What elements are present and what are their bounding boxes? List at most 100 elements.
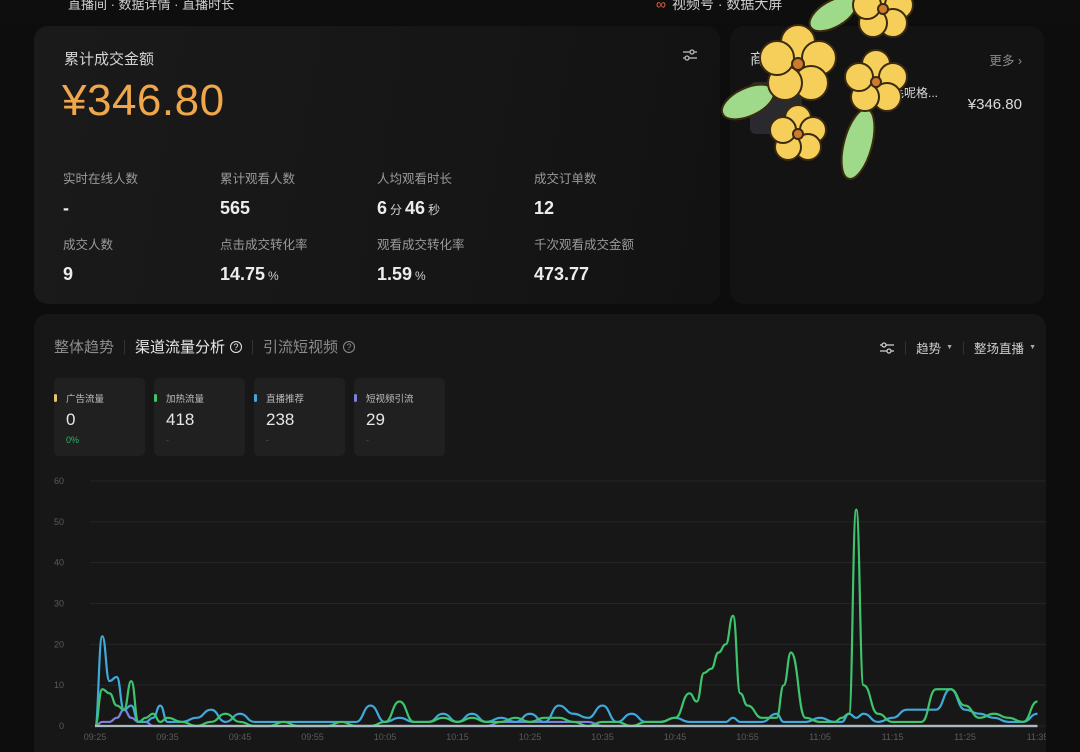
x-tick-label: 11:15 bbox=[882, 732, 904, 742]
metric-value: 1.59% bbox=[377, 264, 527, 285]
metric-label: 千次观看成交金额 bbox=[534, 238, 635, 252]
tab-divider bbox=[124, 339, 126, 354]
metric-value: 14.75% bbox=[220, 264, 370, 285]
chip-ad-traffic[interactable]: 广告流量 0 0% bbox=[54, 378, 145, 456]
chip-sub: - bbox=[266, 435, 269, 445]
metric-buyers: 成交人数 9 bbox=[63, 234, 213, 285]
x-tick-label: 09:55 bbox=[301, 732, 324, 742]
metric-gpm: 千次观看成交金额 473.77 bbox=[534, 234, 684, 285]
metric-value: 9 bbox=[63, 264, 74, 284]
metric-label: 人均观看时长 bbox=[377, 172, 453, 186]
metric-value: - bbox=[63, 198, 69, 218]
legend-swatch bbox=[154, 394, 157, 402]
tab-label: 渠道流量分析 bbox=[135, 339, 226, 356]
tab-channel-traffic[interactable]: 渠道流量分析? bbox=[135, 336, 243, 357]
x-tick-label: 10:15 bbox=[446, 732, 469, 742]
chart-controls: 趋势 ▼ 整场直播 ▼ bbox=[879, 338, 1048, 357]
chip-value: 238 bbox=[266, 410, 295, 429]
tab-short-video[interactable]: 引流短视频? bbox=[263, 336, 356, 357]
legend-swatch bbox=[254, 394, 257, 402]
product-name[interactable]: …毛呢格... bbox=[880, 86, 939, 100]
y-tick-label: 60 bbox=[54, 476, 64, 486]
y-tick-label: 40 bbox=[54, 558, 64, 568]
trend-tabs: 整体趋势 渠道流量分析? 引流短视频? bbox=[54, 336, 356, 357]
chip-boost-traffic[interactable]: 加热流量 418 - bbox=[154, 378, 245, 456]
chip-sub: - bbox=[166, 435, 169, 445]
chip-value: 29 bbox=[366, 410, 385, 429]
metric-value: 473.77 bbox=[534, 264, 590, 284]
x-tick-label: 10:35 bbox=[591, 732, 614, 742]
y-tick-label: 30 bbox=[54, 599, 64, 609]
help-icon[interactable]: ? bbox=[343, 340, 356, 353]
channel-chips: 广告流量 0 0% 加热流量 418 - 直播推荐 238 - 短视频引流 29… bbox=[54, 378, 445, 456]
caret-down-icon: ▼ bbox=[946, 344, 954, 351]
metric-label: 成交订单数 bbox=[534, 172, 597, 186]
mode-dropdown[interactable]: 趋势 ▼ bbox=[916, 338, 953, 357]
channels-logo-icon: ∞ bbox=[656, 0, 666, 12]
series-line[interactable] bbox=[93, 635, 1038, 728]
y-tick-label: 20 bbox=[54, 639, 64, 649]
x-tick-label: 10:05 bbox=[374, 732, 397, 742]
help-icon[interactable]: ? bbox=[230, 340, 243, 353]
product-price: ¥346.80 bbox=[967, 96, 1022, 113]
chip-value: 418 bbox=[166, 410, 195, 429]
unit: % bbox=[415, 269, 426, 283]
legend-swatch bbox=[54, 394, 57, 402]
total-gmv-value: ¥346.80 bbox=[62, 76, 225, 125]
metric-online-now: 实时在线人数 - bbox=[63, 168, 213, 219]
x-tick-label: 10:25 bbox=[519, 732, 542, 742]
metric-orders: 成交订单数 12 bbox=[534, 168, 684, 219]
x-tick-label: 11:25 bbox=[954, 732, 976, 742]
minutes-unit: 分 bbox=[390, 203, 403, 217]
product-ranking-title: 商品排行榜 bbox=[750, 51, 826, 68]
value: 14.75 bbox=[220, 264, 266, 284]
chip-value: 0 bbox=[66, 410, 76, 429]
y-tick-label: 10 bbox=[54, 680, 64, 690]
product-thumbnail[interactable] bbox=[750, 82, 802, 134]
metric-label: 成交人数 bbox=[63, 238, 114, 252]
y-tick-label: 0 bbox=[59, 721, 64, 731]
chip-short-video[interactable]: 短视频引流 29 - bbox=[354, 378, 445, 456]
trend-card: 整体趋势 渠道流量分析? 引流短视频? 趋势 ▼ 整场直播 ▼ 广告流量 0 0% … bbox=[34, 314, 1046, 752]
product-ranking-card: 商品排行榜 更多 › …毛呢格... ¥346.80 bbox=[730, 26, 1044, 304]
total-gmv-label: 累计成交金额 bbox=[64, 51, 155, 68]
chip-label: 加热流量 bbox=[166, 394, 205, 405]
tab-divider bbox=[252, 339, 254, 354]
chip-live-recommend[interactable]: 直播推荐 238 - bbox=[254, 378, 345, 456]
metric-value: 6 分 46 秒 bbox=[377, 198, 527, 219]
channel-traffic-line-chart[interactable]: 0 10 20 30 40 50 60 09:25 09:35 09:45 09:55 10:05 10… bbox=[34, 464, 1046, 752]
range-dropdown[interactable]: 整场直播 ▼ bbox=[974, 338, 1036, 357]
tab-overall-trend[interactable]: 整体趋势 bbox=[54, 336, 114, 357]
brand-title: ∞ 视频号 · 数据大屏 bbox=[656, 0, 782, 14]
sliders-icon[interactable] bbox=[682, 48, 698, 62]
minutes-value: 6 bbox=[377, 198, 388, 218]
summary-card: 累计成交金额 ¥346.80 实时在线人数 - 累计观看人数 565 人均观看时… bbox=[34, 26, 720, 304]
mode-label: 趋势 bbox=[916, 342, 942, 356]
tab-label: 引流短视频 bbox=[263, 339, 339, 356]
chip-label: 短视频引流 bbox=[366, 394, 414, 405]
chip-label: 广告流量 bbox=[66, 394, 105, 405]
metric-label: 观看成交转化率 bbox=[377, 238, 465, 252]
chip-sub: - bbox=[366, 435, 369, 445]
x-tick-label: 11:05 bbox=[809, 732, 831, 742]
metric-avg-watch-time: 人均观看时长 6 分 46 秒 bbox=[377, 168, 527, 219]
range-label: 整场直播 bbox=[974, 342, 1025, 356]
metric-value: 565 bbox=[220, 198, 251, 218]
metric-view-conversion: 观看成交转化率 1.59% bbox=[377, 234, 527, 285]
series-line[interactable] bbox=[93, 508, 1038, 728]
y-tick-label: 50 bbox=[54, 517, 64, 527]
metric-click-conversion: 点击成交转化率 14.75% bbox=[220, 234, 370, 285]
x-tick-label: 09:25 bbox=[84, 732, 107, 742]
x-tick-label: 11:35 bbox=[1027, 732, 1046, 742]
control-divider bbox=[963, 341, 965, 354]
value: 1.59 bbox=[377, 264, 413, 284]
x-tick-label: 09:45 bbox=[229, 732, 252, 742]
metric-total-viewers: 累计观看人数 565 bbox=[220, 168, 370, 219]
metric-value: 12 bbox=[534, 198, 555, 218]
x-tick-label: 10:45 bbox=[664, 732, 687, 742]
chip-label: 直播推荐 bbox=[266, 394, 305, 405]
x-tick-label: 09:35 bbox=[156, 732, 179, 742]
more-link[interactable]: 更多 › bbox=[989, 54, 1022, 68]
sliders-icon[interactable] bbox=[879, 341, 895, 355]
breadcrumb: 直播间 · 数据详情 · 直播时长 bbox=[68, 0, 235, 12]
